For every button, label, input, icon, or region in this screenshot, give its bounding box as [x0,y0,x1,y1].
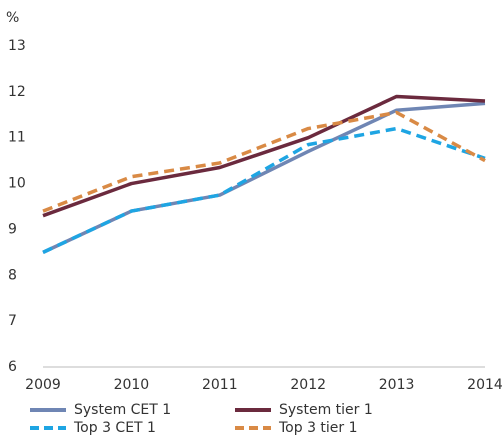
legend-label: Top 3 tier 1 [278,420,358,436]
series-line [42,110,486,213]
legend-label: System tier 1 [279,402,373,418]
x-tick-label: 2011 [202,377,238,393]
y-axis-label: % [6,10,19,26]
y-tick-label: 10 [8,176,26,192]
y-tick-label: 9 [8,221,17,237]
x-tick-label: 2009 [25,377,61,393]
x-tick-label: 2013 [379,377,415,393]
y-tick-label: 6 [8,359,17,375]
y-tick-label: 12 [8,84,26,100]
y-tick-label: 13 [8,38,26,54]
y-tick-label: 7 [8,313,17,329]
legend-label: System CET 1 [74,402,171,418]
x-tick-label: 2010 [114,377,150,393]
series-line [42,101,486,254]
series-line [42,94,486,218]
legend-label: Top 3 CET 1 [73,420,156,436]
x-tick-label: 2012 [290,377,326,393]
series-line [42,126,486,254]
y-tick-label: 11 [8,130,26,146]
x-tick-label: 2014 [467,377,502,393]
y-tick-label: 8 [8,267,17,283]
